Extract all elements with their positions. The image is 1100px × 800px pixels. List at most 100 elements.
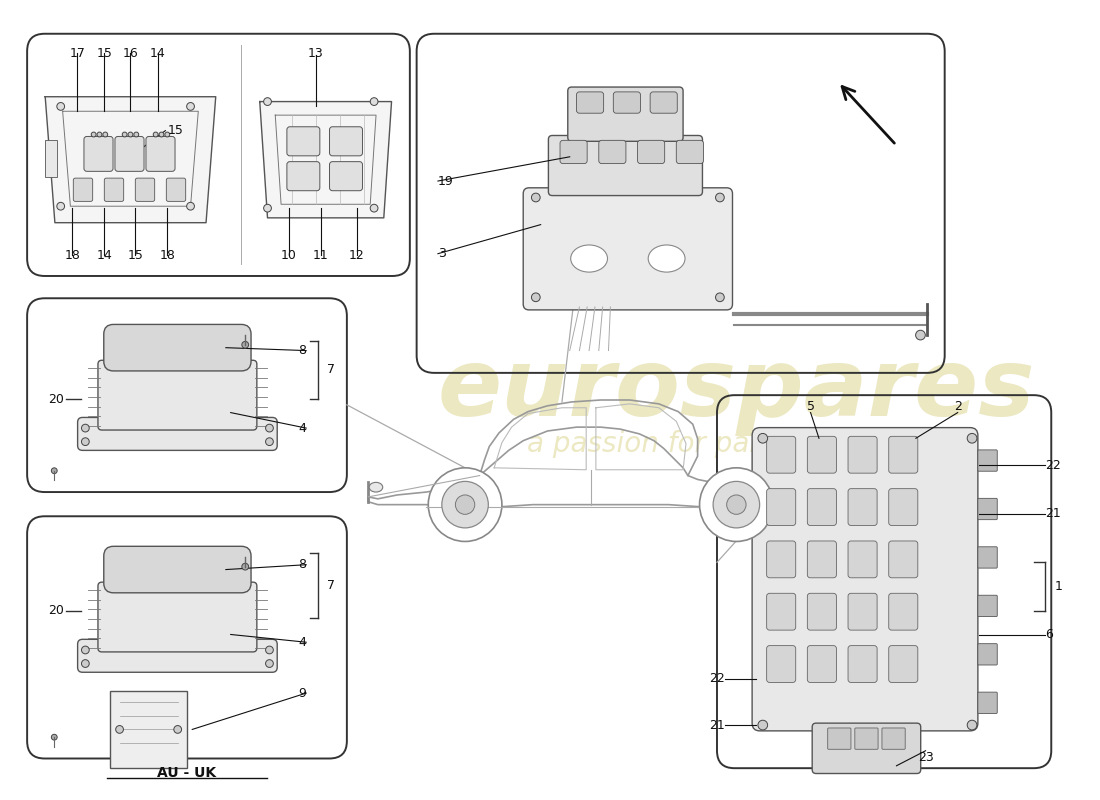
- Text: eurospares: eurospares: [438, 344, 1035, 436]
- FancyBboxPatch shape: [752, 428, 978, 731]
- FancyBboxPatch shape: [882, 728, 905, 750]
- Text: 20: 20: [48, 604, 64, 618]
- FancyBboxPatch shape: [767, 646, 795, 682]
- Circle shape: [57, 202, 65, 210]
- FancyBboxPatch shape: [287, 162, 320, 190]
- Circle shape: [455, 495, 475, 514]
- Ellipse shape: [648, 245, 685, 272]
- Text: 3: 3: [438, 247, 446, 260]
- Text: 19: 19: [438, 174, 453, 187]
- Circle shape: [97, 132, 102, 137]
- Circle shape: [91, 132, 96, 137]
- Text: AU - UK: AU - UK: [157, 766, 217, 780]
- Circle shape: [428, 468, 502, 542]
- Circle shape: [531, 193, 540, 202]
- Text: 15: 15: [167, 124, 184, 137]
- Circle shape: [700, 468, 773, 542]
- FancyBboxPatch shape: [84, 137, 113, 171]
- Text: 14: 14: [150, 47, 165, 60]
- FancyBboxPatch shape: [855, 728, 878, 750]
- FancyBboxPatch shape: [568, 87, 683, 142]
- Circle shape: [442, 482, 488, 528]
- Circle shape: [242, 563, 249, 570]
- Circle shape: [371, 204, 378, 212]
- Text: 11: 11: [312, 250, 329, 262]
- Circle shape: [81, 646, 89, 654]
- FancyBboxPatch shape: [676, 140, 703, 163]
- FancyBboxPatch shape: [848, 541, 877, 578]
- Circle shape: [264, 204, 272, 212]
- Circle shape: [116, 726, 123, 734]
- Text: 14: 14: [97, 250, 112, 262]
- Text: 4: 4: [298, 636, 306, 649]
- Text: 4: 4: [298, 422, 306, 434]
- Circle shape: [915, 330, 925, 340]
- FancyBboxPatch shape: [103, 546, 251, 593]
- Ellipse shape: [571, 245, 607, 272]
- Text: 12: 12: [349, 250, 364, 262]
- Circle shape: [715, 193, 724, 202]
- FancyBboxPatch shape: [576, 92, 604, 114]
- FancyBboxPatch shape: [848, 436, 877, 473]
- Polygon shape: [45, 97, 216, 222]
- FancyBboxPatch shape: [978, 692, 998, 714]
- FancyBboxPatch shape: [598, 140, 626, 163]
- Circle shape: [713, 482, 760, 528]
- Text: 8: 8: [298, 558, 306, 571]
- Circle shape: [160, 132, 164, 137]
- FancyBboxPatch shape: [889, 594, 917, 630]
- Circle shape: [967, 720, 977, 730]
- Circle shape: [967, 434, 977, 443]
- FancyBboxPatch shape: [807, 489, 836, 526]
- Text: a passion for parts since 1985: a passion for parts since 1985: [527, 430, 946, 458]
- Circle shape: [134, 132, 139, 137]
- Text: 6: 6: [1045, 629, 1054, 642]
- Circle shape: [265, 438, 273, 446]
- FancyBboxPatch shape: [135, 178, 155, 202]
- Circle shape: [57, 102, 65, 110]
- FancyBboxPatch shape: [330, 126, 363, 156]
- FancyBboxPatch shape: [78, 639, 277, 672]
- FancyBboxPatch shape: [807, 541, 836, 578]
- Ellipse shape: [370, 482, 383, 492]
- FancyBboxPatch shape: [98, 360, 257, 430]
- FancyBboxPatch shape: [104, 178, 123, 202]
- Text: 13: 13: [308, 47, 323, 60]
- FancyBboxPatch shape: [848, 594, 877, 630]
- Circle shape: [265, 646, 273, 654]
- Text: 5: 5: [806, 399, 815, 413]
- Text: 7: 7: [328, 579, 336, 592]
- Circle shape: [153, 132, 158, 137]
- Text: 15: 15: [128, 250, 143, 262]
- Text: 18: 18: [160, 250, 175, 262]
- Text: 23: 23: [917, 750, 934, 764]
- FancyBboxPatch shape: [330, 162, 363, 190]
- Circle shape: [265, 660, 273, 667]
- FancyBboxPatch shape: [103, 325, 251, 371]
- Circle shape: [81, 660, 89, 667]
- FancyBboxPatch shape: [74, 178, 92, 202]
- Circle shape: [187, 102, 195, 110]
- FancyBboxPatch shape: [166, 178, 186, 202]
- Circle shape: [81, 438, 89, 446]
- FancyBboxPatch shape: [889, 489, 917, 526]
- FancyBboxPatch shape: [889, 541, 917, 578]
- Circle shape: [758, 434, 768, 443]
- FancyBboxPatch shape: [889, 436, 917, 473]
- Text: 15: 15: [97, 47, 112, 60]
- Text: 17: 17: [69, 47, 85, 60]
- Circle shape: [165, 132, 169, 137]
- FancyBboxPatch shape: [78, 418, 277, 450]
- Circle shape: [122, 132, 128, 137]
- FancyBboxPatch shape: [146, 137, 175, 171]
- Bar: [110, 690, 187, 768]
- FancyBboxPatch shape: [116, 137, 144, 171]
- FancyBboxPatch shape: [848, 489, 877, 526]
- Text: 16: 16: [122, 47, 139, 60]
- Circle shape: [265, 424, 273, 432]
- Circle shape: [81, 424, 89, 432]
- Circle shape: [52, 468, 57, 474]
- Text: 1: 1: [1055, 580, 1063, 593]
- Circle shape: [128, 132, 133, 137]
- FancyBboxPatch shape: [98, 582, 257, 652]
